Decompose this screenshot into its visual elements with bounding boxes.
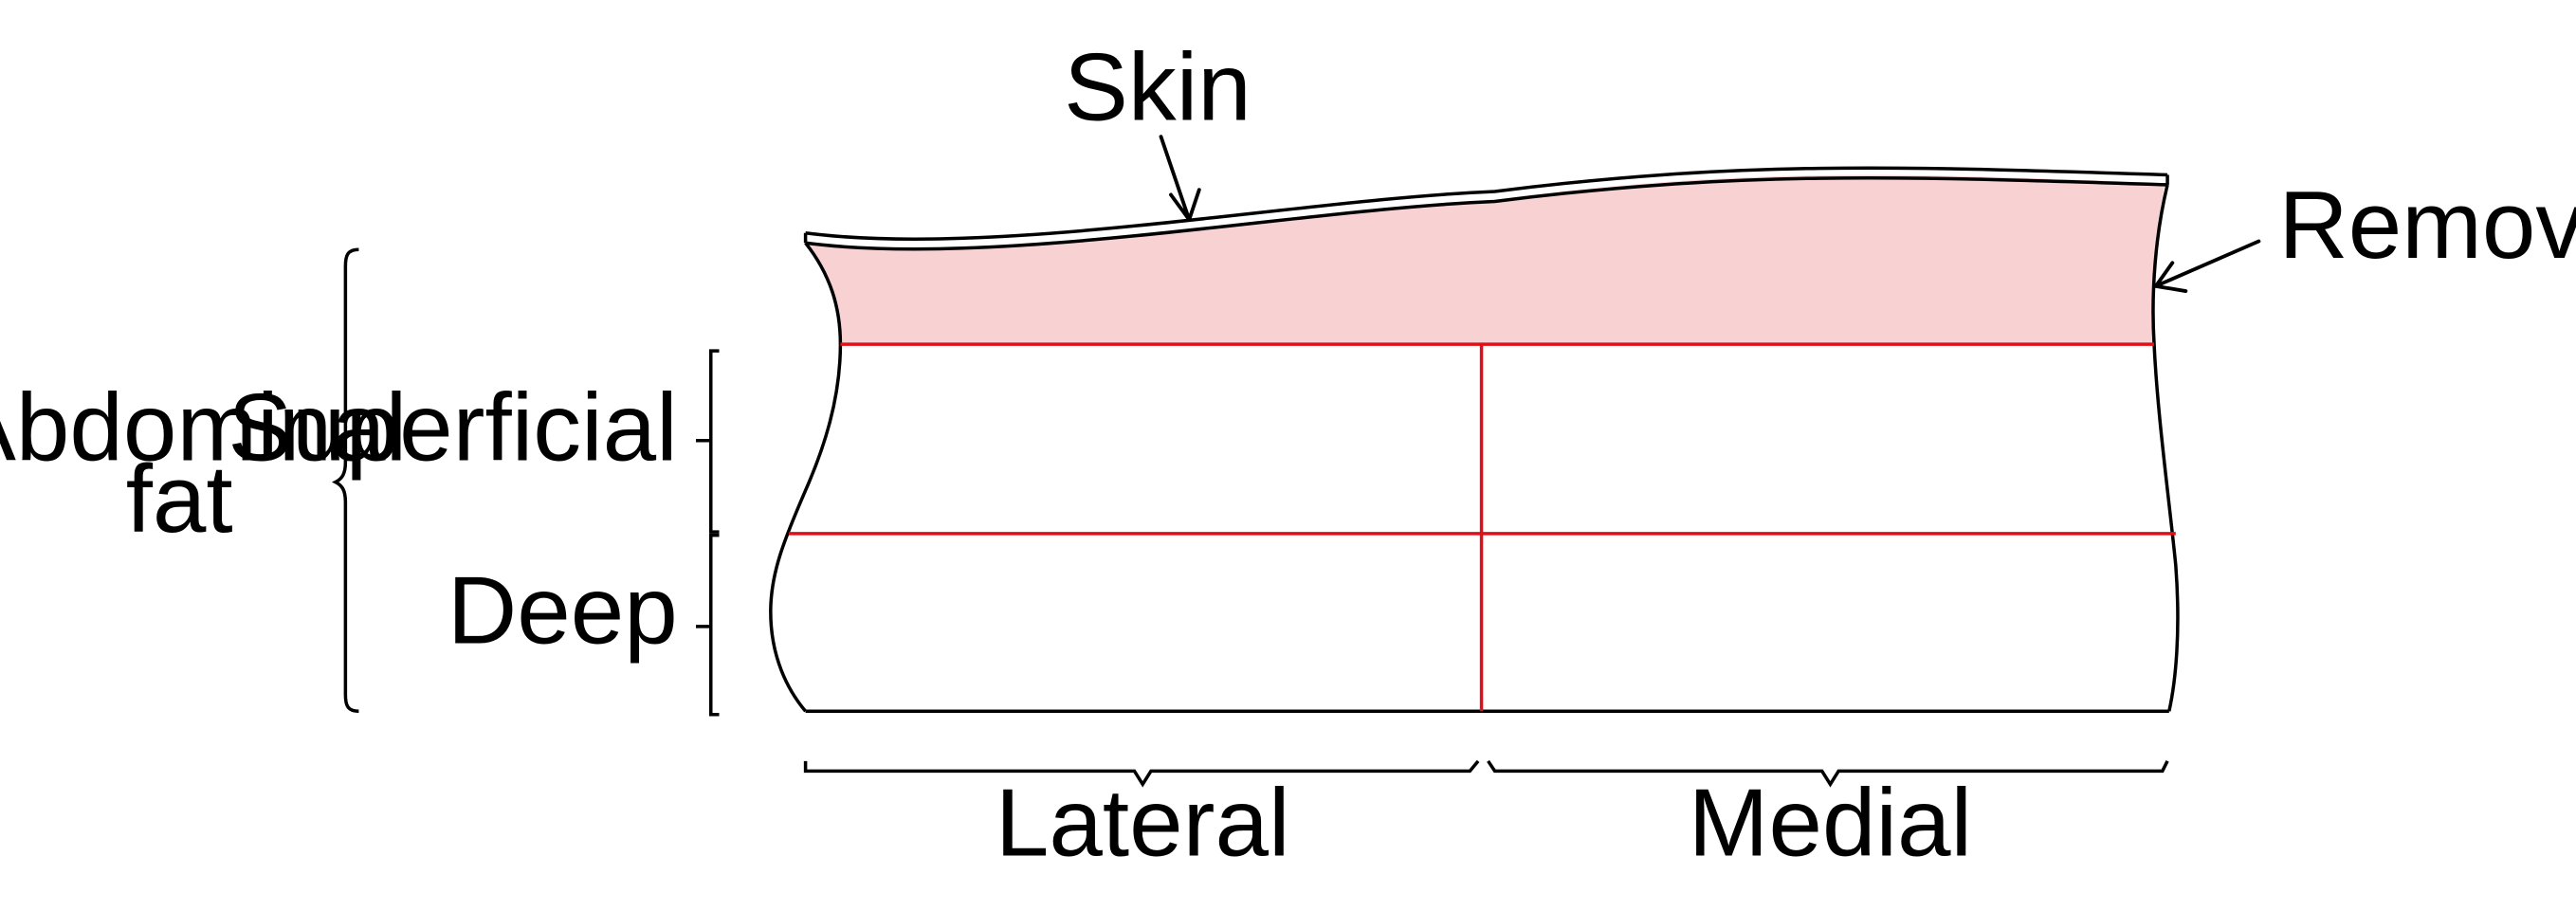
medial-brace-icon [1487,759,2169,788]
skin-arrow-icon [1159,135,1201,222]
skin-label: Skin [1064,33,1251,141]
lateral-brace-icon [803,759,1480,788]
tissue-right-edge [2151,184,2180,712]
medial-label: Medial [1689,769,1972,877]
abdominal-fat-label-line2: fat [126,445,233,553]
abdominal-fat-brace-icon [331,247,359,714]
removed-layer [805,174,2168,345]
skin-inner-line [805,175,2168,251]
tissue-left-edge [769,242,843,713]
removed-label: Removed [2278,171,2576,279]
abdominal-fat-label-line1: Abdominal [0,374,407,482]
skin-outer-line [805,166,2168,242]
deep-label: Deep [448,556,678,664]
superficial-bracket-icon [695,349,720,534]
deep-bracket-icon [695,533,720,717]
lateral-label: Lateral [996,769,1290,877]
removed-arrow-icon [2153,239,2261,294]
superficial-label: Superficial [228,374,677,482]
